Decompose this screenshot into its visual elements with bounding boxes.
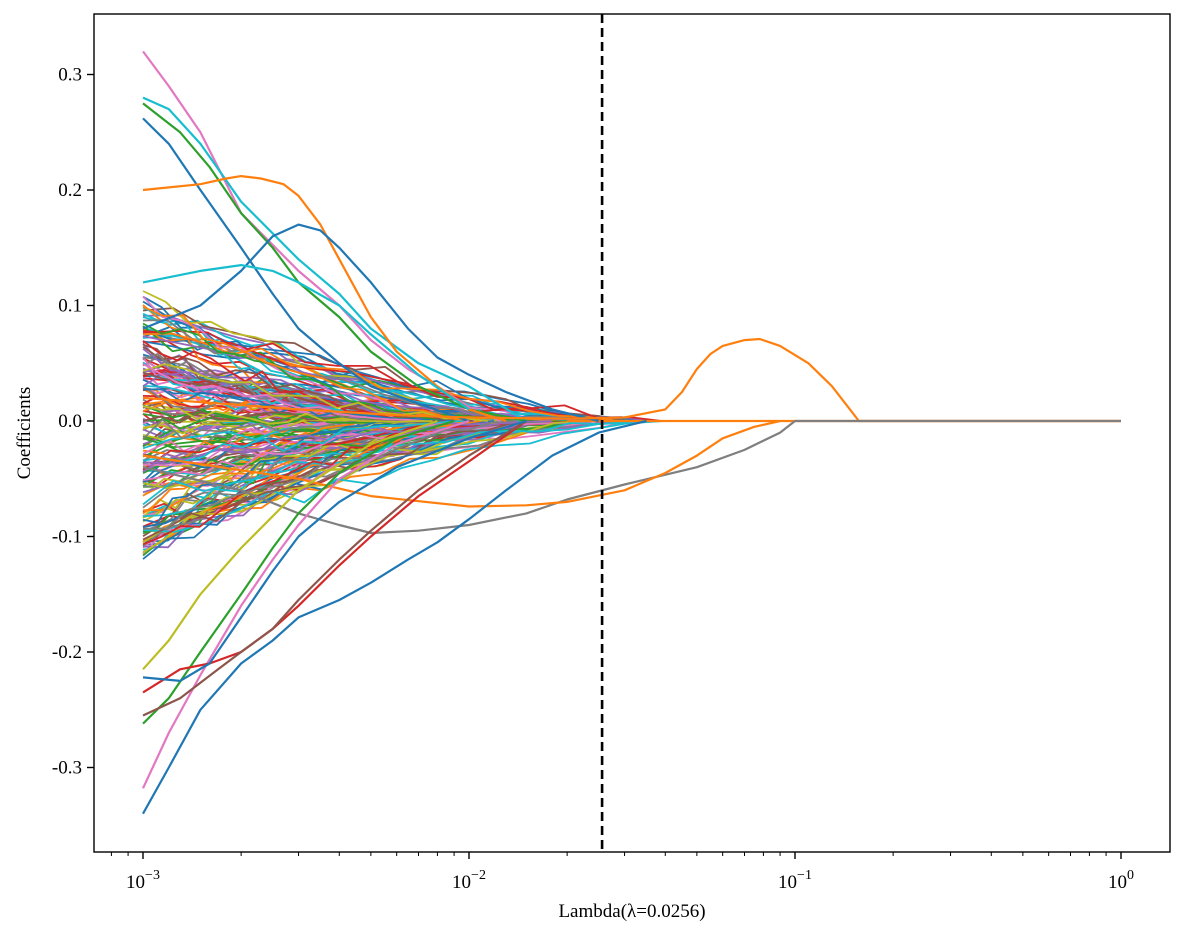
y-tick-label: -0.1 bbox=[52, 527, 82, 548]
path-olive-bottom bbox=[142, 419, 438, 671]
y-axis: -0.3 -0.2 -0.1 0.0 0.1 0.2 0.3 bbox=[52, 65, 94, 779]
path-blue-bottom bbox=[142, 419, 647, 815]
path-gray-bottom bbox=[142, 419, 1121, 535]
path-orange-neg bbox=[142, 419, 781, 508]
coefficient-path bbox=[142, 353, 377, 422]
coefficient-paths bbox=[142, 50, 1121, 815]
x-axis: 10−3 10−2 10−1 100 bbox=[110, 852, 1134, 893]
path-red-bottom bbox=[142, 420, 528, 694]
coefficient-path bbox=[142, 319, 527, 422]
path-orange-arch bbox=[142, 175, 507, 423]
coefficient-path bbox=[142, 332, 617, 422]
path-blue-top bbox=[142, 117, 470, 423]
path-cyan-arch bbox=[142, 264, 470, 411]
coefficient-path bbox=[142, 420, 446, 546]
x-tick-label: 100 bbox=[1108, 868, 1134, 893]
coefficient-path bbox=[142, 322, 442, 422]
plot-frame bbox=[93, 13, 1171, 853]
coefficient-path bbox=[142, 420, 516, 530]
y-axis-label: Coefficients bbox=[14, 387, 35, 480]
x-tick-label: 10−3 bbox=[126, 868, 160, 893]
x-tick-label: 10−2 bbox=[452, 868, 486, 893]
y-tick-label: 0.2 bbox=[58, 180, 82, 201]
y-tick-label: 0.3 bbox=[58, 65, 82, 86]
coefficient-path bbox=[142, 356, 361, 422]
path-green-bottom bbox=[142, 419, 455, 725]
x-tick-label: 10−1 bbox=[778, 868, 812, 893]
coefficient-path bbox=[142, 418, 457, 440]
coefficient-path bbox=[142, 305, 464, 422]
coefficient-path bbox=[142, 420, 464, 463]
coefficient-path bbox=[142, 348, 585, 422]
coefficient-path bbox=[142, 330, 663, 422]
path-brown-bottom bbox=[142, 420, 527, 717]
y-tick-label: 0.1 bbox=[58, 296, 82, 317]
path-pink-bottom bbox=[142, 419, 470, 789]
coefficient-path bbox=[142, 420, 379, 524]
coefficient-path bbox=[142, 363, 488, 422]
x-axis-label: Lambda(λ=0.0256) bbox=[558, 901, 705, 922]
y-tick-label: -0.3 bbox=[52, 758, 82, 779]
path-blue-mid-neg bbox=[142, 419, 527, 682]
y-tick-label: 0.0 bbox=[58, 411, 82, 432]
path-cyan-top bbox=[142, 96, 527, 422]
coefficient-path bbox=[142, 420, 659, 533]
coefficient-path bbox=[142, 405, 433, 425]
coefficient-path bbox=[142, 363, 425, 422]
path-orange-late-hump bbox=[142, 337, 1121, 423]
coefficient-path bbox=[142, 420, 360, 455]
y-tick-label: -0.2 bbox=[52, 642, 82, 663]
